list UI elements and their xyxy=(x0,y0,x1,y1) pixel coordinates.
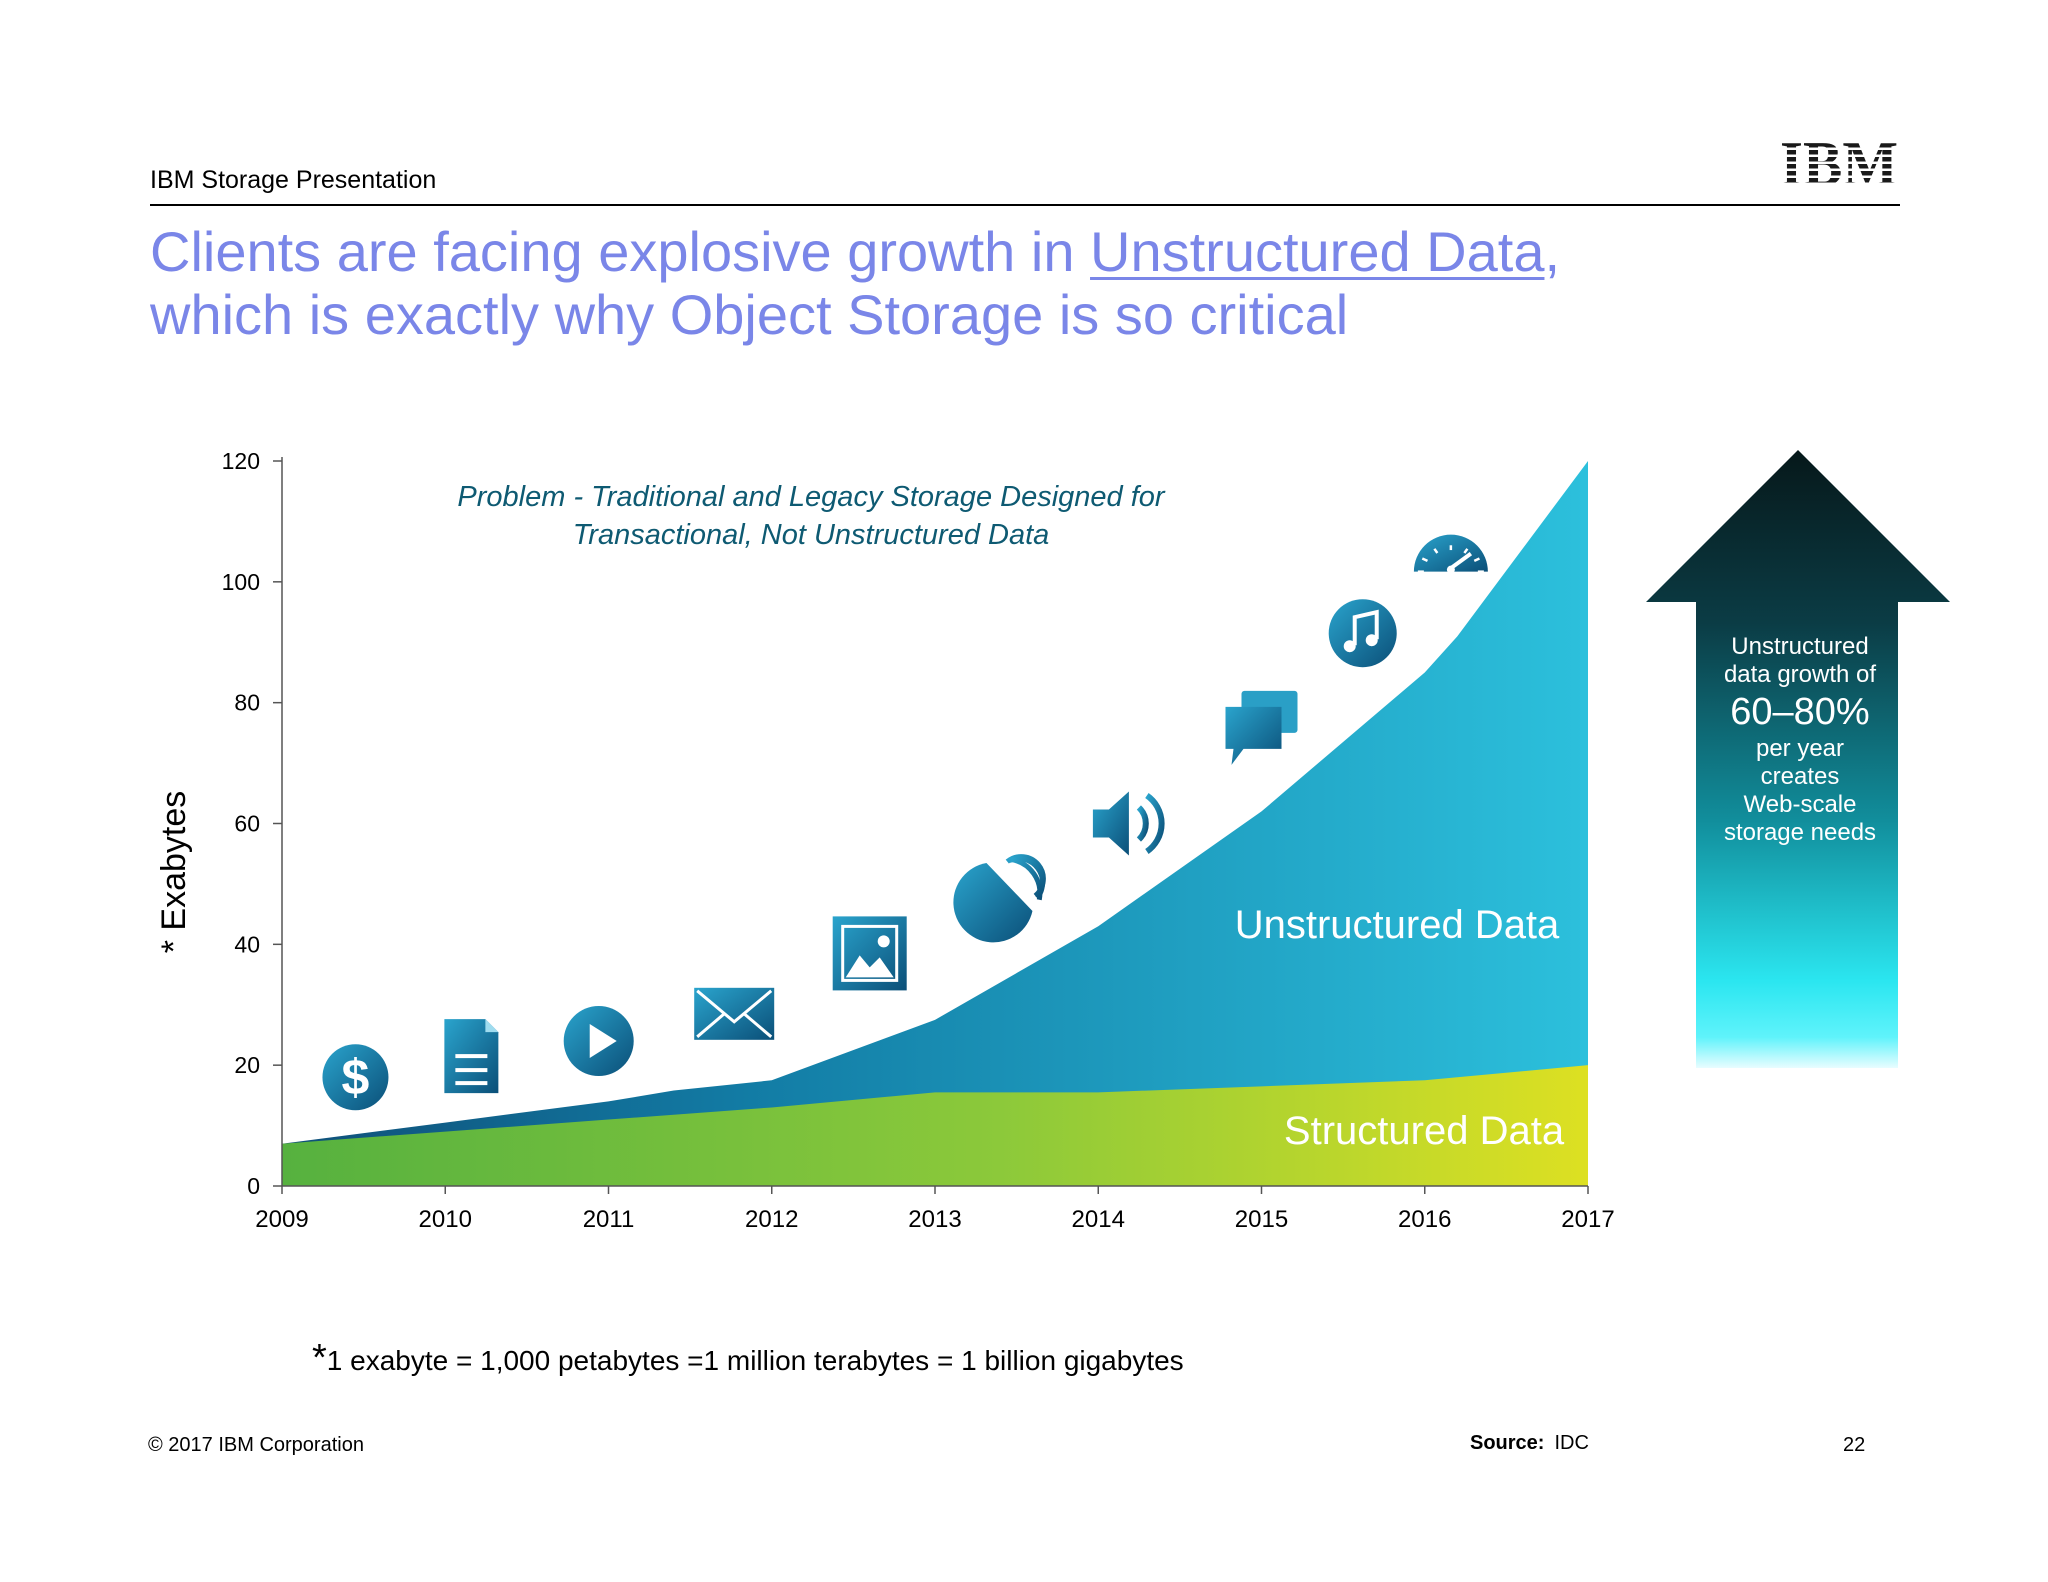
series-label-structured: Structured Data xyxy=(1284,1109,1565,1153)
growth-line3: per year xyxy=(1755,735,1845,762)
x-tick-label: 2016 xyxy=(1398,1206,1451,1233)
page-number: 22 xyxy=(1843,1434,1866,1456)
footnote-star: * xyxy=(312,1337,327,1379)
y-tick-label: 80 xyxy=(234,690,260,716)
growth-line5: Web-scale xyxy=(1743,791,1857,818)
svg-text:$: $ xyxy=(342,1049,370,1105)
growth-arrow xyxy=(1646,450,1950,1068)
y-axis-label: * Exabytes xyxy=(155,791,193,954)
y-tick-label: 40 xyxy=(234,931,260,957)
x-tick-label: 2011 xyxy=(583,1206,635,1233)
title-line2: which is exactly why Object Storage is s… xyxy=(150,283,1349,346)
speedometer-icon xyxy=(1413,534,1488,574)
growth-line6: storage needs xyxy=(1723,819,1877,846)
x-tick-label: 2015 xyxy=(1235,1206,1288,1233)
growth-callout: Unstructured data growth of 60–80% per y… xyxy=(1692,633,1908,847)
series-label-unstructured: Unstructured Data xyxy=(1235,903,1560,947)
play-icon xyxy=(563,1006,634,1076)
speaker-icon xyxy=(1092,791,1165,856)
title-unstructured-link[interactable]: Unstructured Data xyxy=(1090,220,1545,283)
music-icon xyxy=(1328,599,1397,668)
y-tick-label: 100 xyxy=(222,569,260,595)
area-unstructured-data xyxy=(282,461,1588,1186)
source-label: Source: xyxy=(1470,1432,1545,1454)
ibm-logo-text: IBM xyxy=(1780,136,1898,188)
presentation-label: IBM Storage Presentation xyxy=(150,166,437,194)
footnote-text: 1 exabyte = 1,000 petabytes =1 million t… xyxy=(326,1345,1184,1376)
chat-icon xyxy=(1225,690,1298,765)
dollar-icon: $ xyxy=(322,1044,389,1111)
copyright: © 2017 IBM Corporation xyxy=(148,1434,364,1456)
growth-line1: Unstructured xyxy=(1731,633,1869,660)
x-tick-label: 2013 xyxy=(908,1206,961,1233)
x-tick-label: 2010 xyxy=(419,1206,472,1233)
mail-icon xyxy=(694,987,775,1040)
title-line1-pre: Clients are facing explosive growth in xyxy=(150,220,1091,283)
ibm-logo: IBM xyxy=(1780,136,1898,188)
source-value: IDC xyxy=(1554,1432,1589,1454)
chart-annotation-line1: Problem - Traditional and Legacy Storage… xyxy=(457,481,1165,513)
x-tick-label: 2009 xyxy=(255,1206,308,1233)
y-tick-label: 0 xyxy=(247,1173,260,1199)
title-line1-post: , xyxy=(1544,220,1561,283)
growth-line4: creates xyxy=(1760,763,1840,790)
area-structured-data xyxy=(282,1065,1588,1186)
slide-title: Clients are facing explosive growth in U… xyxy=(150,220,1560,346)
header-divider xyxy=(150,204,1900,206)
chart-annotation-line2: Transactional, Not Unstructured Data xyxy=(573,519,1050,551)
y-tick-label: 120 xyxy=(222,448,260,474)
satellite-icon xyxy=(953,854,1046,943)
growth-percent: 60–80% xyxy=(1730,691,1870,733)
y-tick-label: 20 xyxy=(234,1052,260,1078)
y-tick-label: 60 xyxy=(234,811,260,837)
footnote: *1 exabyte = 1,000 petabytes =1 million … xyxy=(312,1337,1184,1388)
x-tick-label: 2012 xyxy=(745,1206,798,1233)
x-tick-label: 2014 xyxy=(1072,1206,1125,1233)
image-icon xyxy=(832,916,907,991)
source-note: Source: IDC xyxy=(1470,1432,1589,1455)
document-icon xyxy=(444,1019,499,1094)
growth-line2: data growth of xyxy=(1723,661,1877,688)
x-tick-label: 2017 xyxy=(1561,1206,1614,1233)
